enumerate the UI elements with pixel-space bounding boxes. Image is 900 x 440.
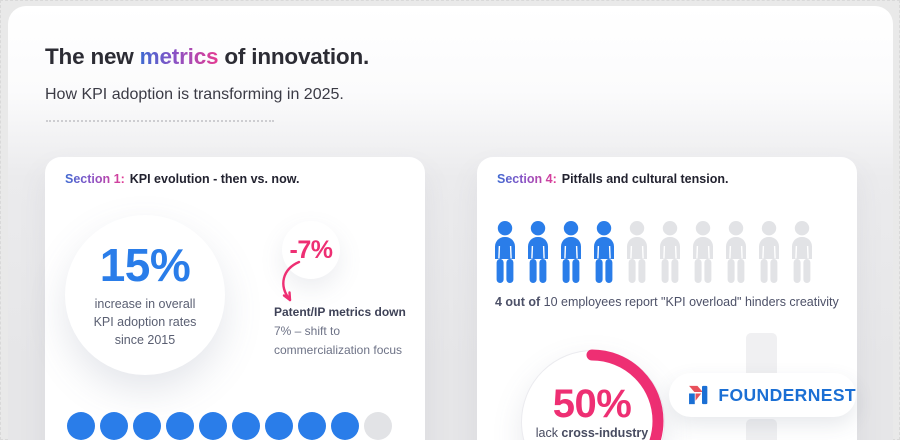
adoption-dot-6 xyxy=(232,412,260,440)
employees-pictograph-row xyxy=(490,221,817,289)
section1-heading: Section 1: KPI evolution - then vs. now. xyxy=(65,172,299,186)
stat-value-neg7: -7% xyxy=(289,235,333,264)
stat-value-15: 15% xyxy=(99,238,191,291)
section1-title: KPI evolution - then vs. now. xyxy=(129,172,300,186)
page-title: The new metrics of innovation. xyxy=(45,44,369,70)
title-suffix: of innovation. xyxy=(218,44,370,69)
stat-desc-line2: KPI adoption rates xyxy=(93,314,197,329)
person-icon-3 xyxy=(556,221,586,289)
donut-label-bold: cross-industry xyxy=(561,426,649,440)
adoption-dot-4 xyxy=(166,412,194,440)
person-icon-8 xyxy=(721,221,751,289)
adoption-dot-10 xyxy=(364,412,392,440)
page-subtitle: How KPI adoption is transforming in 2025… xyxy=(45,86,344,103)
patent-line3: commercialization focus xyxy=(274,343,403,357)
donut-label-regular: lack xyxy=(535,426,562,440)
person-icon-6 xyxy=(655,221,685,289)
person-icon-2 xyxy=(523,221,553,289)
person-icon-9 xyxy=(754,221,784,289)
person-icon-1 xyxy=(490,221,520,289)
adoption-dot-7 xyxy=(265,412,293,440)
adoption-dot-8 xyxy=(298,412,326,440)
stat-desc-line3: since 2015 xyxy=(114,332,176,347)
caption-bold: 4 out of xyxy=(495,295,541,309)
person-icon-5 xyxy=(622,221,652,289)
dotted-divider xyxy=(46,120,274,122)
patent-line2: 7% – shift to xyxy=(274,324,341,338)
person-icon-4 xyxy=(589,221,619,289)
person-icon-10 xyxy=(787,221,817,289)
donut-progress-arc xyxy=(520,349,664,440)
person-icon-7 xyxy=(688,221,718,289)
patent-line1: Patent/IP metrics down xyxy=(274,305,406,319)
card-section4: Section 4: Pitfalls and cultural tension.… xyxy=(477,157,857,440)
section4-title: Pitfalls and cultural tension. xyxy=(561,172,729,186)
adoption-dot-5 xyxy=(199,412,227,440)
adoption-dot-9 xyxy=(331,412,359,440)
curved-arrow-icon xyxy=(282,260,301,302)
exclamation-dot-decoration xyxy=(746,419,777,440)
adoption-dot-2 xyxy=(100,412,128,440)
foundernest-logo-icon xyxy=(689,385,708,405)
brand-name: FOUNDERNEST xyxy=(718,384,856,405)
adoption-dot-3 xyxy=(133,412,161,440)
section4-heading: Section 4: Pitfalls and cultural tension. xyxy=(497,172,728,186)
donut-label: lack cross-industry xyxy=(522,426,662,440)
stat-desc-patent: Patent/IP metrics down 7% – shift to com… xyxy=(274,303,424,360)
title-highlight: metrics xyxy=(139,44,219,69)
stat-desc-adoption: increase in overall KPI adoption rates s… xyxy=(94,295,197,349)
caption-rest: 10 employees report "KPI overload" hinde… xyxy=(540,295,839,309)
donut-value: 50% xyxy=(552,382,632,426)
section1-label: Section 1: xyxy=(65,172,125,186)
stat-circle-patent: -7% xyxy=(282,221,340,279)
adoption-dots-row xyxy=(67,412,392,440)
employees-caption: 4 out of 10 employees report "KPI overlo… xyxy=(495,295,855,309)
stat-desc-line1: increase in overall xyxy=(94,296,196,311)
title-prefix: The new xyxy=(45,44,140,69)
section4-label: Section 4: xyxy=(497,172,557,186)
brand-pill[interactable]: FOUNDERNEST xyxy=(669,373,856,417)
card-section1: Section 1: KPI evolution - then vs. now. … xyxy=(45,157,425,440)
adoption-dot-1 xyxy=(67,412,95,440)
page-background: The new metrics of innovation. How KPI a… xyxy=(8,6,893,440)
stat-circle-adoption: 15% increase in overall KPI adoption rat… xyxy=(65,215,225,375)
